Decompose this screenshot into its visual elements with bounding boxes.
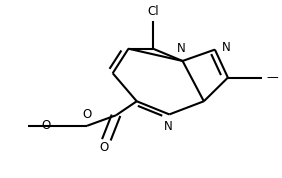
Text: N: N — [164, 120, 172, 133]
Text: —: — — [266, 71, 278, 84]
Text: N: N — [177, 42, 186, 55]
Text: O: O — [100, 141, 109, 154]
Text: N: N — [222, 41, 231, 54]
Text: O: O — [82, 108, 92, 121]
Text: O: O — [42, 119, 51, 132]
Text: Cl: Cl — [147, 5, 159, 18]
